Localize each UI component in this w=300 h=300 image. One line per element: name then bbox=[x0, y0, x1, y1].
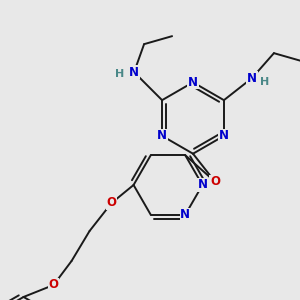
Text: N: N bbox=[247, 72, 257, 85]
Text: N: N bbox=[180, 208, 190, 221]
Text: N: N bbox=[197, 178, 207, 191]
Text: O: O bbox=[106, 196, 117, 209]
Text: N: N bbox=[219, 129, 229, 142]
Text: N: N bbox=[157, 129, 167, 142]
Text: H: H bbox=[260, 77, 269, 87]
Text: N: N bbox=[188, 76, 198, 89]
Text: N: N bbox=[129, 66, 139, 79]
Text: H: H bbox=[116, 69, 125, 79]
Text: O: O bbox=[210, 175, 220, 188]
Text: O: O bbox=[49, 278, 58, 292]
